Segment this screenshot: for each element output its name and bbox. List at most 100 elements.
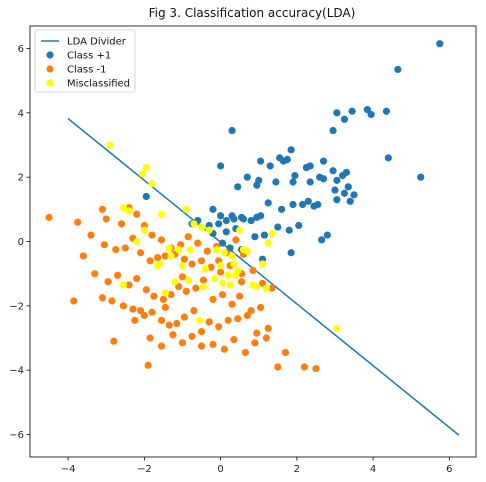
class-neg-point [154,253,162,262]
misclassified-point [171,278,179,286]
class-neg-point [142,286,150,294]
class-neg-point [161,303,169,312]
class-neg-point [178,273,187,281]
class-pos-point [243,173,251,181]
class-neg-point [148,231,156,239]
class-neg-point [209,295,217,303]
class-neg-point [274,363,282,371]
class-neg-point [102,215,110,223]
class-neg-point [167,290,175,299]
class-neg-point [262,334,270,342]
misclassified-point [154,262,162,270]
class-pos-point [298,200,307,209]
class-pos-point [142,192,150,201]
class-pos-point [251,233,259,241]
class-pos-point [253,213,261,221]
class-neg-point [173,319,181,328]
class-neg-point [234,315,242,323]
class-neg-point [91,270,99,278]
class-neg-point [192,284,200,292]
class-pos-point [287,249,295,257]
lda-divider-line [67,118,460,436]
class-neg-point [207,263,215,271]
misclassified-point [167,252,175,260]
class-pos-point [394,65,402,74]
class-neg-point [136,249,145,257]
misclassified-point [140,226,148,234]
class-neg-point [178,339,187,347]
class-pos-point [340,189,349,197]
misclassified-point [133,237,141,246]
misclassified-point [190,220,198,228]
axes: −4 −2 0 2 4 6 −6 −4 −2 0 2 4 6 [9,25,477,475]
misclassified-point [218,279,227,287]
misclassified-point [216,262,225,270]
class-neg-point [104,278,112,286]
class-pos-point [329,126,337,135]
plot-content [45,40,460,436]
class-pos-point [222,228,230,236]
misclassified-point [224,271,232,279]
class-neg-point [175,282,183,291]
class-pos-point [329,167,337,175]
class-neg-point [108,297,116,305]
class-neg-point [157,316,166,324]
misclassified-point [205,226,213,234]
class-pos-point [218,239,227,247]
misclassified-point [184,276,192,284]
misclassified-point [165,244,173,252]
misclassified-point [197,223,206,231]
class-pos-point [266,162,274,170]
misclassified-point [268,229,276,238]
class-pos-point [436,40,444,48]
class-neg-point [257,303,265,312]
class-pos-point [346,197,354,205]
y-tick-label: −2 [9,301,24,312]
class-pos-point [344,183,352,191]
class-pos-point [331,186,339,194]
legend-label: Class +1 [67,51,111,62]
class-neg-point [157,236,166,244]
class-neg-point [129,305,137,313]
class-neg-point [180,255,188,263]
class-pos-point [216,212,225,220]
class-neg-point [184,233,192,241]
class-pos-point [319,157,328,165]
misclassified-point [125,207,133,215]
legend-divider: LDA Divider [41,37,127,48]
class-pos-point [333,109,341,117]
class-pos-point [291,171,299,180]
misclassified-point [333,324,341,332]
class-pos-point [342,168,350,176]
class-pos-point [234,183,242,191]
plot-area [45,40,460,436]
class-neg-point [188,332,196,340]
class-pos-point [253,181,261,189]
class-pos-point [417,173,425,181]
class-neg-point [182,287,190,295]
legend-dot-swatch [46,79,54,87]
class-neg-point [232,236,240,244]
misclassified-point [226,281,234,289]
class-pos-point [304,197,312,205]
class-pos-point [333,196,341,204]
class-neg-point [133,274,141,283]
legend-label: Misclassified [67,79,130,90]
misclassified-point [138,170,147,178]
misclassified-point [119,281,127,289]
class-neg-point [74,218,82,226]
class-neg-point [148,308,156,316]
misclassified-point [201,265,209,273]
class-pos-point [310,202,318,210]
misclassified-point [262,284,270,292]
x-tick-label: 0 [217,464,223,475]
series-2 [45,204,320,373]
legend-class-neg: Class -1 [46,65,106,76]
x-tick-label: 2 [294,464,300,475]
misclassified-point [232,271,240,279]
y-tick-label: 4 [18,108,24,119]
misclassified-point [142,163,150,172]
series-3 [106,141,341,332]
class-neg-point [100,241,108,249]
